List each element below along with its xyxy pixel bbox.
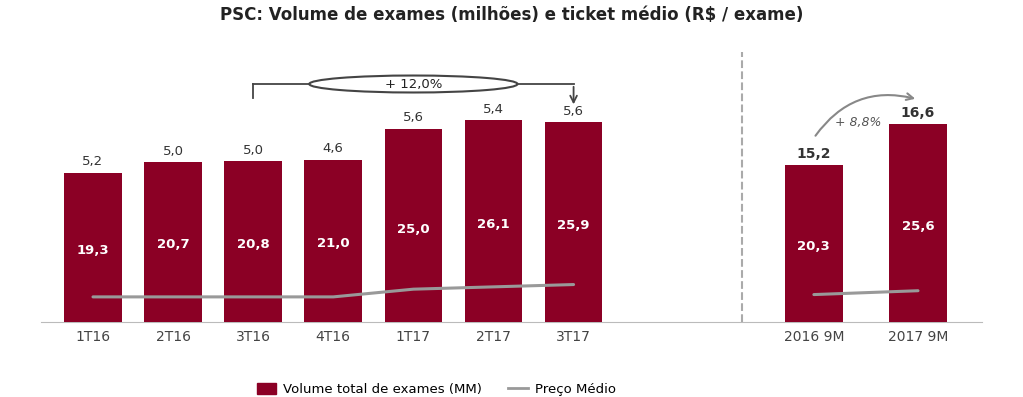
Bar	[385, 129, 442, 322]
Bar	[544, 122, 603, 322]
Text: 25,9: 25,9	[558, 219, 590, 232]
Text: 5,2: 5,2	[83, 156, 103, 168]
Text: + 8,8%: + 8,8%	[835, 116, 881, 129]
Text: 15,2: 15,2	[797, 147, 831, 161]
Text: 20,3: 20,3	[798, 240, 831, 253]
Text: 5,0: 5,0	[163, 145, 183, 158]
Bar	[305, 160, 362, 322]
Text: 20,8: 20,8	[236, 238, 269, 251]
Text: 4,6: 4,6	[323, 143, 344, 155]
Text: 5,6: 5,6	[563, 104, 584, 118]
Bar	[785, 165, 843, 322]
Text: 5,4: 5,4	[483, 103, 504, 116]
Bar	[64, 173, 122, 322]
Text: 20,7: 20,7	[157, 239, 189, 251]
Text: 5,6: 5,6	[403, 112, 424, 125]
Bar	[224, 161, 282, 322]
Text: + 12,0%: + 12,0%	[385, 77, 442, 91]
Text: 5,0: 5,0	[242, 144, 264, 157]
Bar	[889, 124, 947, 322]
Text: 25,0: 25,0	[397, 222, 430, 235]
Text: 19,3: 19,3	[77, 244, 109, 256]
Text: 26,1: 26,1	[477, 218, 509, 231]
Text: 21,0: 21,0	[317, 237, 350, 251]
Bar	[464, 120, 523, 322]
Text: 16,6: 16,6	[901, 106, 935, 120]
Bar	[144, 162, 202, 322]
Text: 25,6: 25,6	[901, 220, 934, 233]
Text: PSC: Volume de exames (milhões) e ticket médio (R$ / exame): PSC: Volume de exames (milhões) e ticket…	[220, 6, 803, 24]
Legend: Volume total de exames (MM), Preço Médio: Volume total de exames (MM), Preço Médio	[252, 378, 621, 397]
